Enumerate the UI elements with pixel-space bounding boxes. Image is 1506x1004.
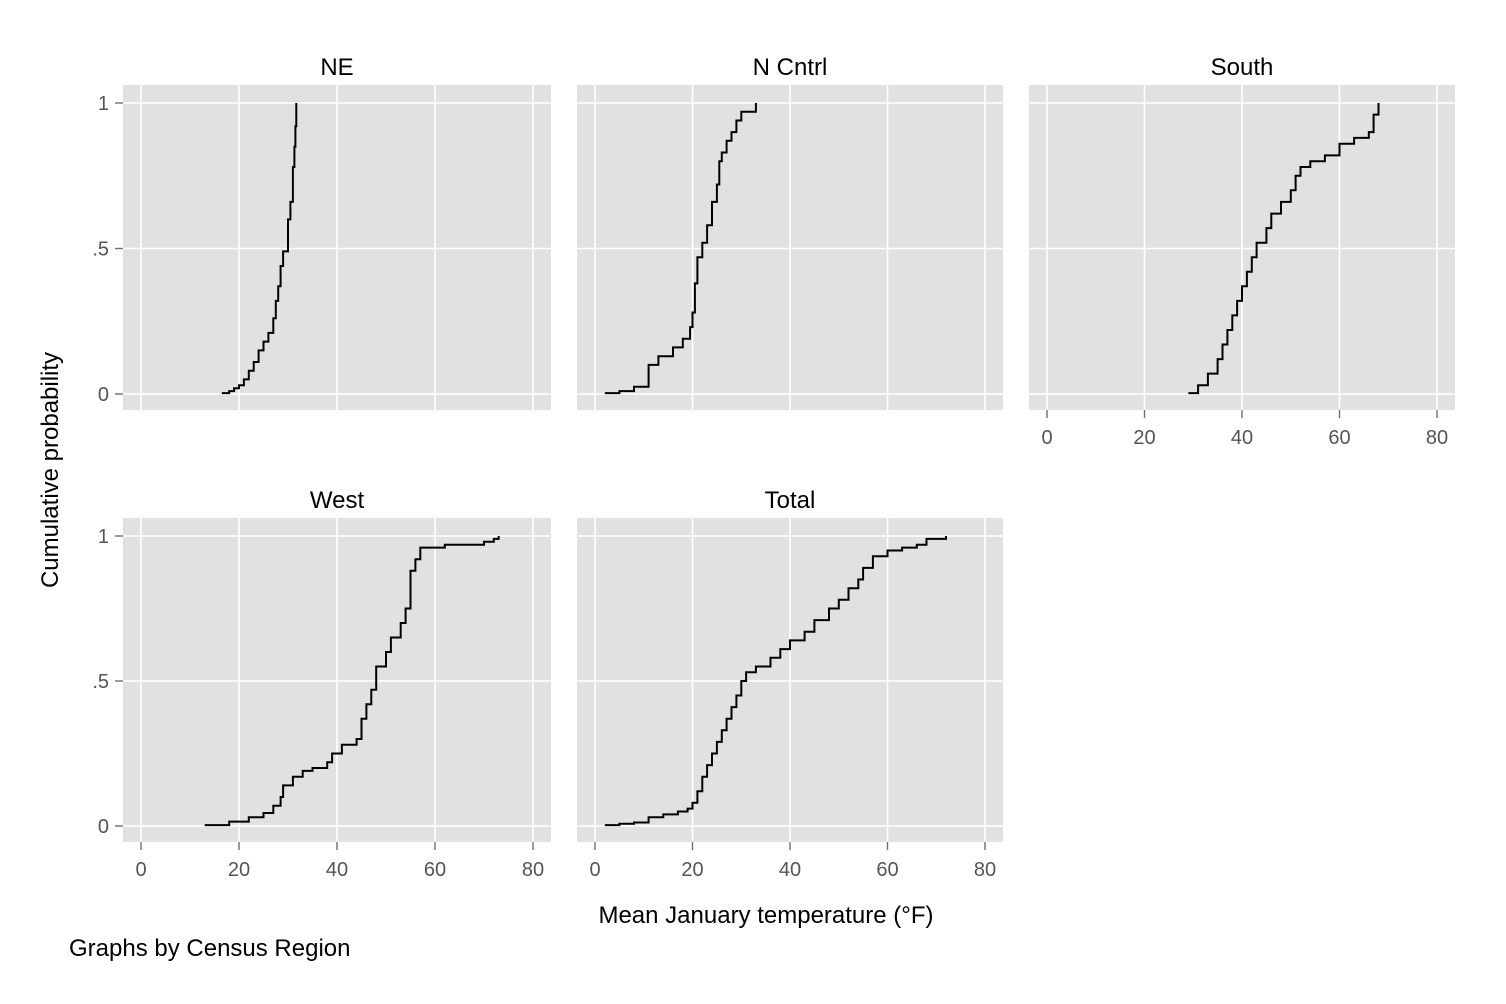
panel-title: South [1211,54,1274,81]
y-tick-label: .5 [92,239,109,261]
y-tick-label: .5 [92,671,109,693]
panel-south: South 0 20 40 60 80 [1029,54,1455,449]
ecdf-line-total [604,536,947,827]
x-tick-label: 60 [876,859,898,881]
x-tick-label: 80 [974,859,996,881]
ecdf-line-south [1188,103,1380,395]
ecdf-line-west [204,536,500,827]
panel-west: West 0 .5 1 0 20 40 60 80 [92,487,551,881]
y-tick-label: 1 [98,526,109,548]
x-tick-label: 0 [135,859,146,881]
graphs-by-note: Graphs by Census Region [69,935,350,962]
y-tick-label: 0 [98,384,109,406]
panel-title: N Cntrl [753,54,828,81]
panel-title: Total [765,487,816,514]
x-tick-label: 20 [228,859,250,881]
x-tick-label: 40 [326,859,348,881]
x-tick-label: 0 [589,859,600,881]
x-tick-label: 20 [1133,427,1155,449]
x-tick-label: 0 [1041,427,1052,449]
panels-layer: NE 0 .5 1 N Cntrl South 0 20 40 60 80 West 0 .5 1 0 20 40… [92,54,1455,881]
x-tick-label: 60 [424,859,446,881]
x-axis-title: Mean January temperature (°F) [598,902,933,929]
panel-n-cntrl: N Cntrl [577,54,1003,410]
y-axis-title: Cumulative probability [37,352,64,588]
x-tick-label: 80 [1426,427,1448,449]
y-tick-label: 0 [98,816,109,838]
panel-ne: NE 0 .5 1 [92,54,551,410]
panel-title: West [310,487,365,514]
panel-title: NE [320,54,353,81]
x-tick-label: 60 [1328,427,1350,449]
x-tick-label: 40 [1231,427,1253,449]
panel-total: Total 0 20 40 60 80 [577,487,1003,881]
x-tick-label: 20 [681,859,703,881]
x-tick-label: 80 [522,859,544,881]
ecdf-line-n-cntrl [604,103,757,395]
ecdf-line-ne [221,103,298,395]
x-tick-label: 40 [779,859,801,881]
y-tick-label: 1 [98,93,109,115]
